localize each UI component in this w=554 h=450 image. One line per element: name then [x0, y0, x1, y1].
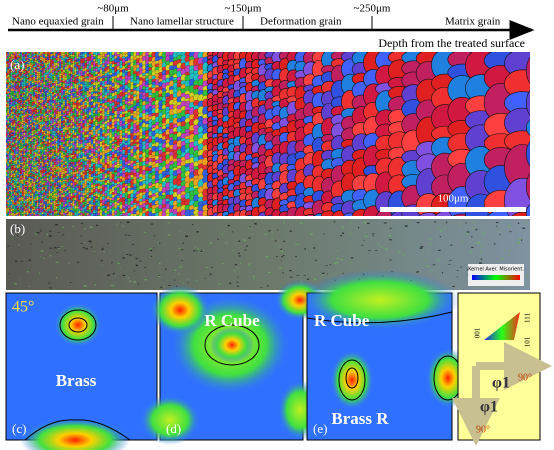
- grain: [89, 215, 92, 216]
- grain: [52, 215, 55, 216]
- grain: [65, 215, 68, 216]
- grain: [17, 215, 20, 216]
- grain: [84, 215, 88, 216]
- depth-label: ~250μm: [354, 3, 391, 15]
- grain: [66, 215, 70, 216]
- grain: [9, 216, 12, 219]
- zone-label: Deformation grain: [260, 16, 342, 28]
- grain-layer: [6, 52, 530, 220]
- zone-label: Matrix grain: [445, 16, 501, 28]
- grain: [54, 215, 57, 216]
- grain: [61, 217, 64, 219]
- grain: [70, 215, 73, 216]
- grain: [11, 216, 14, 219]
- depth-label: ~80μm: [97, 3, 129, 15]
- grain: [28, 217, 31, 218]
- grain: [30, 215, 32, 216]
- depth-label: ~150μm: [225, 3, 262, 15]
- grain: [47, 216, 50, 218]
- grain: [107, 216, 111, 218]
- grain: [56, 217, 59, 219]
- axis-label: Depth from the treated surface: [378, 36, 525, 50]
- grain: [40, 217, 43, 219]
- zone-label: Nano equaxied grain: [12, 16, 104, 28]
- grain: [6, 217, 9, 219]
- grain: [31, 215, 34, 216]
- zone-label: Nano lamellar structure: [130, 16, 234, 28]
- grain: [95, 215, 99, 216]
- grain: [61, 215, 64, 216]
- grain: [93, 215, 96, 216]
- grain: [15, 216, 18, 218]
- grain: [22, 216, 25, 219]
- grain: [14, 215, 16, 216]
- grain: [7, 216, 10, 218]
- grain: [76, 215, 80, 216]
- grain: [23, 216, 26, 217]
- grain: [19, 215, 20, 216]
- grain: [43, 215, 46, 216]
- grain: [50, 217, 53, 220]
- grain: [33, 217, 36, 219]
